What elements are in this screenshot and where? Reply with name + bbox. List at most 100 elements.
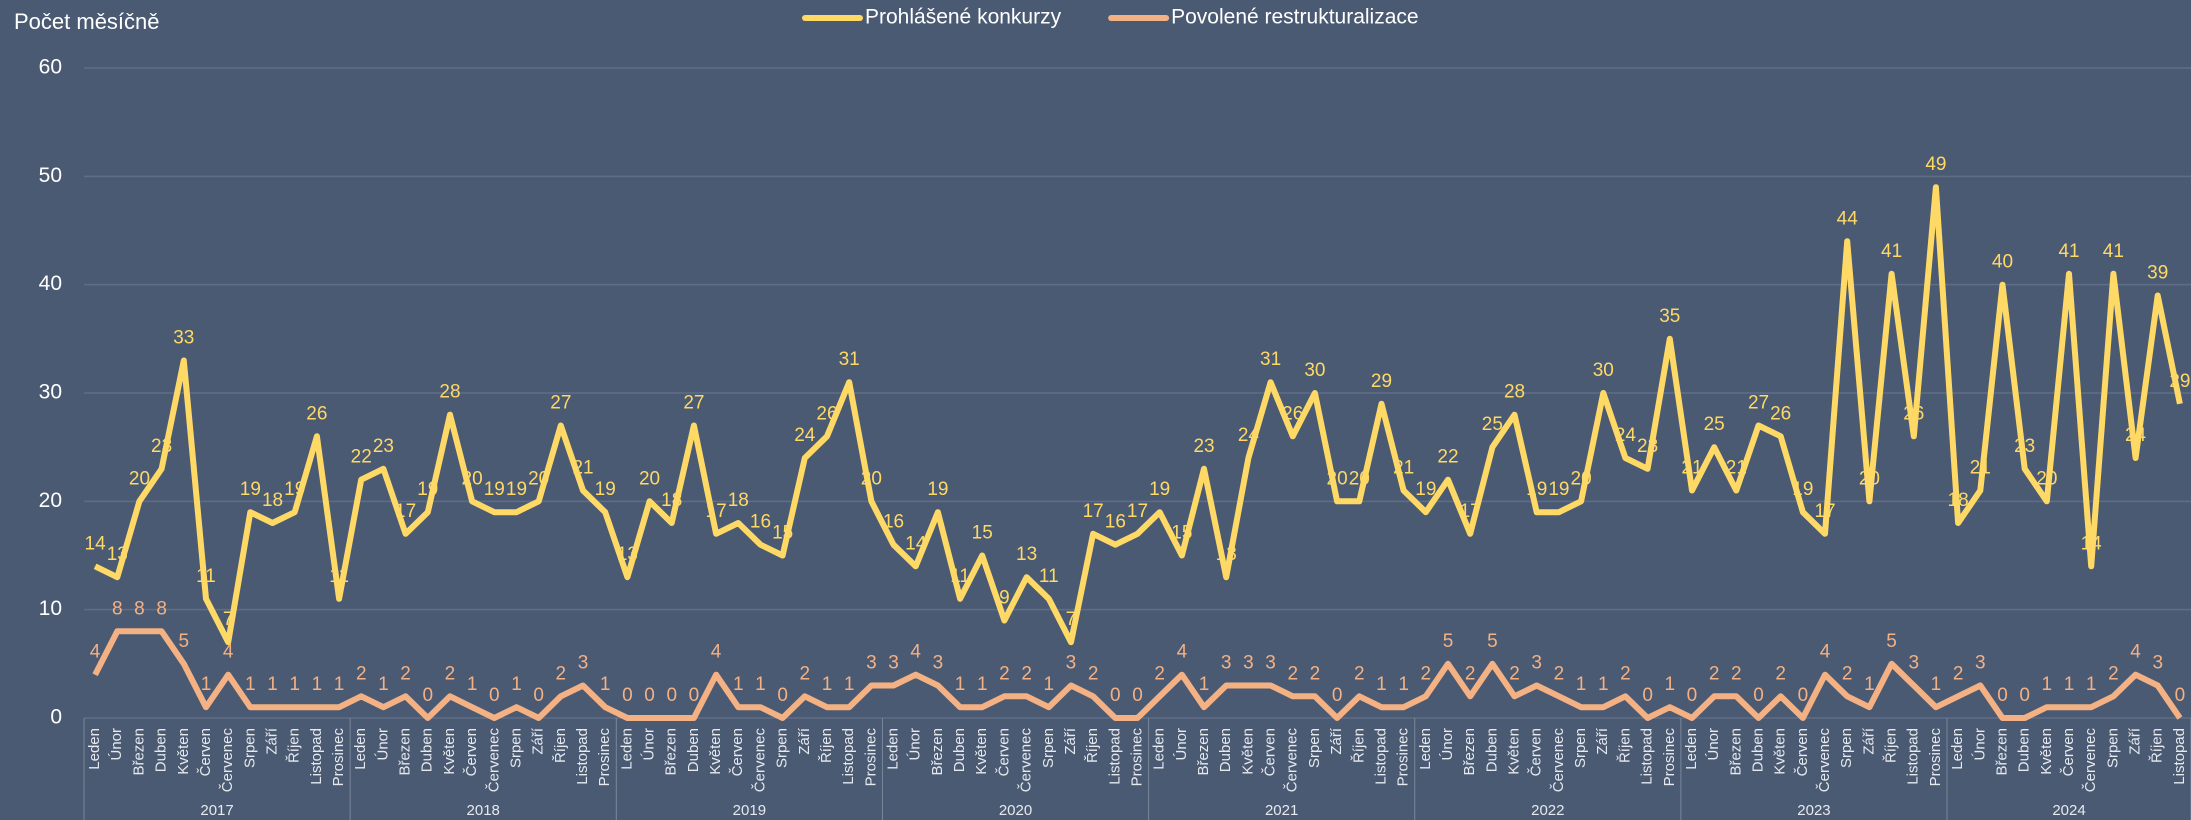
y-tick-label: 50 xyxy=(39,164,62,187)
x-tick-label: Leden xyxy=(1683,728,1700,770)
x-tick-label: Srpen xyxy=(241,728,258,768)
x-tick-label: Červen xyxy=(729,728,746,776)
x-tick-label: Duben xyxy=(153,728,170,772)
x-tick-label: Říjen xyxy=(1883,728,1900,763)
x-tick-label: Květen xyxy=(2038,728,2055,775)
x-tick-label: Říjen xyxy=(1616,728,1633,763)
data-label: 0 xyxy=(689,685,700,706)
data-label: 2 xyxy=(1775,663,1786,684)
data-label: 8 xyxy=(112,598,123,619)
year-label: 2021 xyxy=(1265,802,1298,819)
data-label: 1 xyxy=(1665,674,1676,695)
data-label: 0 xyxy=(1997,685,2008,706)
x-tick-label: Listopad xyxy=(308,728,325,785)
data-label: 3 xyxy=(1908,653,1919,674)
data-label: 1 xyxy=(755,674,766,695)
data-label: 1 xyxy=(1931,674,1942,695)
data-label: 2 xyxy=(356,663,367,684)
x-tick-label: Leden xyxy=(352,728,369,770)
data-label: 24 xyxy=(2125,425,2147,446)
data-label: 31 xyxy=(839,349,860,370)
data-label: 1 xyxy=(600,674,611,695)
x-tick-label: Srpen xyxy=(774,728,791,768)
data-label: 2 xyxy=(1021,663,1032,684)
y-tick-label: 10 xyxy=(39,597,62,620)
x-tick-label: Červenec xyxy=(2082,728,2099,793)
data-label: 30 xyxy=(1304,360,1325,381)
data-label: 23 xyxy=(2014,436,2035,457)
x-tick-label: Březen xyxy=(1195,728,1212,776)
x-tick-label: Září xyxy=(263,727,280,755)
x-tick-label: Červen xyxy=(1794,728,1811,776)
x-tick-label: Prosinec xyxy=(1128,728,1145,787)
x-tick-label: Září xyxy=(1860,727,1877,755)
data-label: 19 xyxy=(284,479,305,500)
data-label: 0 xyxy=(777,685,788,706)
data-label: 2 xyxy=(445,663,456,684)
data-label: 1 xyxy=(977,674,988,695)
x-tick-label: Únor xyxy=(374,728,391,761)
x-tick-label: Únor xyxy=(108,728,125,761)
x-tick-label: Duben xyxy=(419,728,436,772)
data-label: 21 xyxy=(1970,458,1991,479)
x-tick-label: Květen xyxy=(707,728,724,775)
x-tick-label: Květen xyxy=(1506,728,1523,775)
data-label: 20 xyxy=(2036,468,2057,489)
data-label: 2 xyxy=(1088,663,1099,684)
data-label: 2 xyxy=(800,663,811,684)
data-label: 2 xyxy=(1842,663,1853,684)
x-tick-label: Únor xyxy=(1705,728,1722,761)
data-label: 0 xyxy=(2175,685,2186,706)
data-label: 41 xyxy=(2058,241,2079,262)
x-tick-label: Červen xyxy=(1528,728,1545,776)
data-label: 19 xyxy=(1149,479,1170,500)
data-label: 1 xyxy=(1598,674,1609,695)
data-label: 25 xyxy=(1704,414,1725,435)
x-tick-label: Únor xyxy=(641,728,658,761)
x-tick-label: Únor xyxy=(1971,728,1988,761)
data-label: 4 xyxy=(1177,642,1188,663)
x-tick-label: Listopad xyxy=(2171,728,2188,785)
data-label: 1 xyxy=(312,674,323,695)
data-label: 41 xyxy=(2103,241,2124,262)
data-label: 8 xyxy=(134,598,145,619)
data-label: 1 xyxy=(1376,674,1387,695)
data-label: 8 xyxy=(156,598,167,619)
x-tick-label: Prosinec xyxy=(1927,728,1944,787)
data-label: 1 xyxy=(1576,674,1587,695)
x-tick-label: Červen xyxy=(463,728,480,776)
data-label: 1 xyxy=(467,674,478,695)
x-tick-label: Prosinec xyxy=(330,728,347,787)
data-label: 3 xyxy=(1066,653,1077,674)
data-label: 24 xyxy=(1615,425,1637,446)
data-label: 0 xyxy=(1332,685,1343,706)
data-label: 13 xyxy=(1016,544,1037,565)
data-label: 3 xyxy=(1243,653,1254,674)
data-label: 11 xyxy=(950,566,970,587)
x-tick-label: Září xyxy=(530,727,547,755)
data-label: 16 xyxy=(1105,512,1126,533)
data-label: 13 xyxy=(1216,544,1237,565)
year-label: 2024 xyxy=(2052,802,2085,819)
x-tick-label: Únor xyxy=(1173,728,1190,761)
x-tick-label: Září xyxy=(1594,727,1611,755)
data-label: 2 xyxy=(1465,663,1476,684)
data-label: 18 xyxy=(1948,490,1969,511)
x-tick-label: Listopad xyxy=(1905,728,1922,785)
year-label: 2022 xyxy=(1531,802,1564,819)
data-label: 26 xyxy=(816,403,837,424)
x-tick-label: Září xyxy=(1328,727,1345,755)
data-label: 21 xyxy=(1393,458,1414,479)
data-label: 3 xyxy=(1221,653,1232,674)
x-tick-label: Leden xyxy=(1417,728,1434,770)
data-label: 4 xyxy=(910,642,921,663)
x-tick-label: Říjen xyxy=(1084,728,1101,763)
data-label: 13 xyxy=(617,544,638,565)
x-tick-label: Květen xyxy=(175,728,192,775)
data-label: 19 xyxy=(1415,479,1436,500)
x-tick-label: Listopad xyxy=(1372,728,1389,785)
x-tick-label: Prosinec xyxy=(862,728,879,787)
data-label: 19 xyxy=(595,479,616,500)
data-label: 2 xyxy=(1709,663,1720,684)
